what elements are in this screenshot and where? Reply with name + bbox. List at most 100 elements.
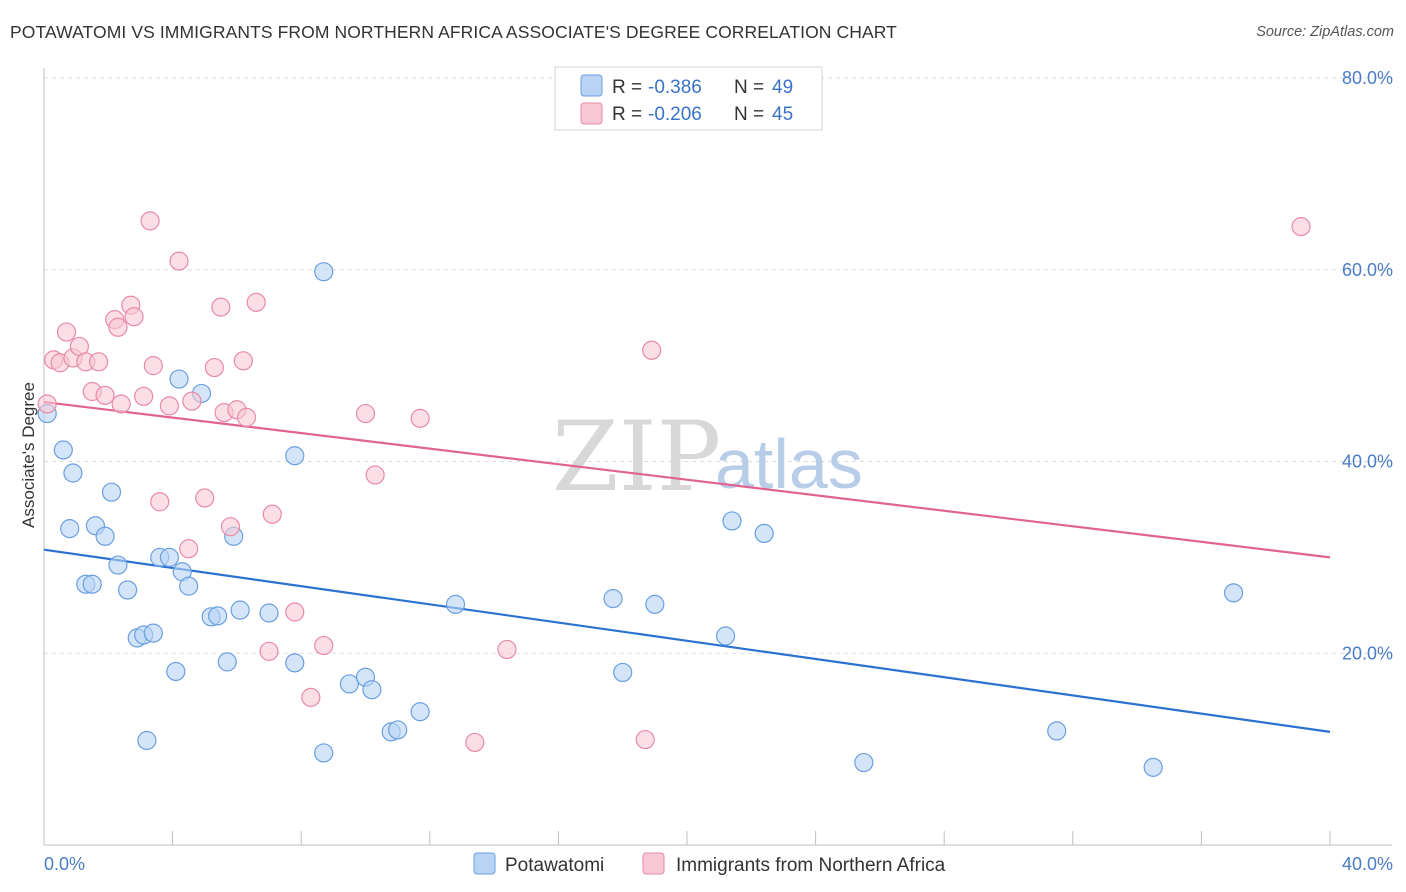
- legend-n-label: N =: [734, 104, 764, 125]
- immigrants-point: [150, 492, 170, 512]
- potawatomi-point: [410, 702, 430, 722]
- y-axis-label: Associate's Degree: [19, 382, 38, 528]
- legend-n-value-potawatomi: 49: [772, 77, 793, 98]
- potawatomi-point: [63, 463, 83, 483]
- potawatomi-point: [1143, 757, 1163, 777]
- immigrants-point: [365, 465, 385, 485]
- immigrants-point: [259, 641, 279, 661]
- potawatomi-point: [362, 680, 382, 700]
- immigrants-point: [169, 251, 189, 271]
- legend-n-label: N =: [734, 77, 764, 98]
- bottom-legend-swatch-immigrants: [642, 852, 665, 875]
- legend-r-value-potawatomi: -0.386: [648, 77, 702, 98]
- watermark: ZIP atlas: [552, 401, 863, 513]
- watermark-atlas: atlas: [715, 425, 863, 503]
- potawatomi-point: [208, 606, 228, 626]
- immigrants-point: [108, 317, 128, 337]
- scatter-points: [37, 211, 1311, 777]
- potawatomi-point: [82, 574, 102, 594]
- immigrants-point: [233, 351, 253, 371]
- potawatomi-point: [445, 594, 466, 614]
- potawatomi-point: [715, 626, 736, 646]
- potawatomi-point: [230, 600, 250, 620]
- potawatomi-point: [166, 661, 186, 682]
- immigrants-point: [134, 386, 154, 406]
- potawatomi-point: [285, 446, 305, 466]
- immigrants-point: [179, 539, 199, 559]
- potawatomi-point: [101, 482, 122, 502]
- immigrants-point: [140, 211, 160, 231]
- potawatomi-point: [603, 589, 623, 609]
- trend-lines: [43, 400, 1331, 733]
- immigrants-point: [195, 488, 215, 508]
- potawatomi-point: [53, 440, 73, 460]
- immigrants-point: [211, 297, 231, 317]
- chart-title: POTAWATOMI VS IMMIGRANTS FROM NORTHERN A…: [10, 22, 897, 42]
- immigrants-point: [285, 602, 305, 622]
- watermark-zip: ZIP: [552, 401, 721, 513]
- immigrants-point: [204, 357, 224, 378]
- immigrants-point: [262, 504, 282, 524]
- x-tick-labels: 0.0% 40.0%: [44, 854, 1393, 874]
- immigrants-point: [410, 408, 430, 428]
- potawatomi-point: [143, 623, 163, 643]
- immigrants-point: [124, 307, 144, 327]
- immigrants-point: [37, 394, 57, 414]
- immigrants-point: [95, 385, 115, 405]
- potawatomi-point: [60, 519, 80, 539]
- bottom-legend: Potawatomi Immigrants from Northern Afri…: [473, 852, 946, 876]
- immigrants-point: [1291, 217, 1311, 237]
- potawatomi-point: [754, 523, 774, 544]
- potawatomi-point: [259, 603, 279, 623]
- potawatomi-point: [285, 653, 305, 673]
- immigrants-point: [465, 732, 485, 753]
- immigrants-point: [159, 396, 179, 416]
- immigrants-trend-line: [43, 400, 1331, 559]
- legend-n-value-immigrants: 45: [772, 104, 793, 125]
- x-tick-label: 0.0%: [44, 854, 85, 874]
- immigrants-point: [182, 391, 202, 411]
- y-tick-label: 20.0%: [1342, 643, 1393, 663]
- immigrants-point: [143, 356, 163, 376]
- legend-swatch-immigrants: [580, 102, 603, 125]
- potawatomi-point: [159, 547, 179, 567]
- potawatomi-point: [1047, 721, 1067, 741]
- legend: R = -0.386 N = 49 R = -0.206 N = 45: [554, 66, 823, 131]
- potawatomi-point: [137, 730, 157, 751]
- potawatomi-point: [217, 652, 237, 672]
- immigrants-point: [355, 403, 376, 424]
- immigrants-point: [635, 729, 655, 750]
- potawatomi-trend-line: [43, 548, 1331, 733]
- potawatomi-point: [169, 369, 189, 389]
- immigrants-point: [246, 292, 266, 312]
- y-tick-label: 40.0%: [1342, 452, 1393, 472]
- immigrants-point: [56, 322, 77, 342]
- legend-r-label: R =: [612, 77, 642, 98]
- immigrants-point: [314, 635, 334, 656]
- potawatomi-point: [854, 752, 874, 773]
- potawatomi-point: [613, 662, 633, 683]
- potawatomi-point: [108, 555, 128, 575]
- gridlines: [44, 77, 1392, 845]
- potawatomi-point: [339, 674, 360, 694]
- legend-r-value-immigrants: -0.206: [648, 104, 702, 125]
- axes: [43, 68, 1392, 846]
- bottom-legend-swatch-potawatomi: [473, 852, 496, 875]
- immigrants-point: [236, 407, 257, 427]
- bottom-legend-immigrants: Immigrants from Northern Africa: [676, 855, 946, 876]
- potawatomi-point: [95, 526, 115, 546]
- potawatomi-point: [722, 511, 742, 531]
- immigrants-point: [497, 639, 517, 660]
- y-tick-labels: 20.0% 40.0% 60.0% 80.0%: [1342, 68, 1393, 663]
- potawatomi-point: [388, 720, 408, 740]
- immigrants-point: [89, 352, 109, 372]
- potawatomi-point: [314, 262, 334, 282]
- potawatomi-point: [1223, 583, 1244, 603]
- chart-source: Source: ZipAtlas.com: [1256, 24, 1394, 40]
- immigrants-point: [642, 340, 662, 360]
- x-tick-label: 40.0%: [1342, 854, 1393, 874]
- potawatomi-point: [117, 580, 138, 600]
- potawatomi-point: [314, 743, 334, 763]
- immigrants-point: [111, 394, 131, 414]
